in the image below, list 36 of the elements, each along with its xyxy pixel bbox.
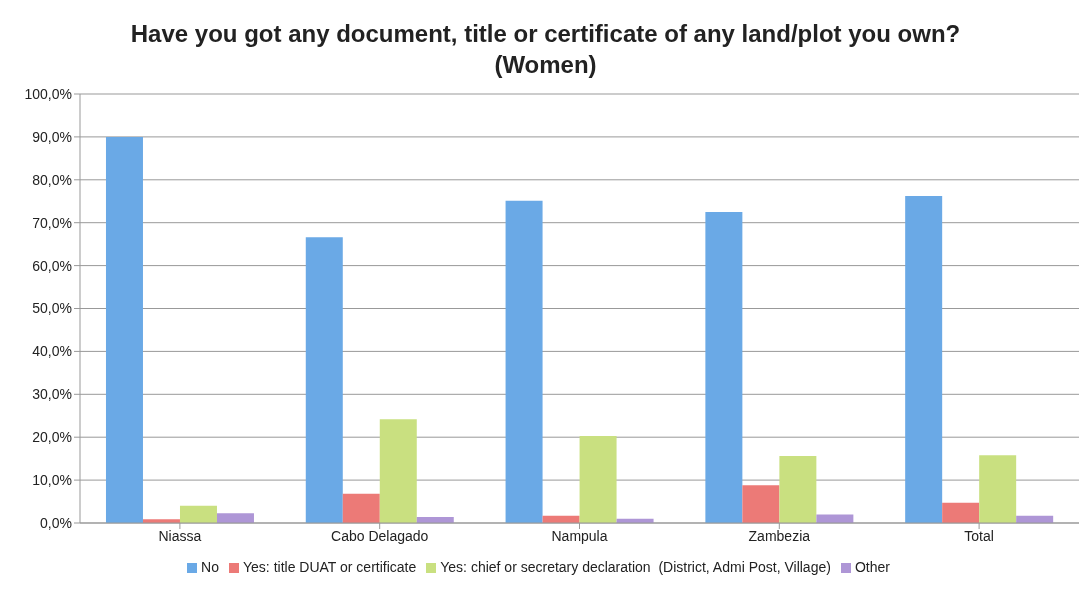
y-tick-label: 20,0%: [32, 429, 72, 446]
y-tick-label: 60,0%: [32, 257, 72, 274]
y-tick-label: 100,0%: [24, 85, 72, 102]
bar: [742, 485, 780, 523]
legend-label: Yes: chief or secretary declaration (District, Admi Post, Village): [440, 559, 831, 575]
x-tick-label: Nampula: [551, 527, 608, 544]
y-tick-label: 0,0%: [40, 514, 72, 531]
y-tick-label: 30,0%: [32, 386, 72, 403]
legend-label: Other: [854, 559, 890, 575]
legend-label: Yes: title DUAT or certificate: [243, 559, 417, 575]
bar: [779, 456, 817, 523]
bar: [179, 505, 217, 523]
y-tick-label: 50,0%: [32, 300, 72, 317]
x-tick-label: Zambezia: [748, 527, 811, 544]
bar: [216, 513, 254, 523]
bar: [979, 455, 1017, 523]
y-tick-label: 90,0%: [32, 128, 72, 145]
y-tick-label: 70,0%: [32, 214, 72, 231]
x-tick-label: Total: [964, 527, 994, 544]
bar: [305, 237, 343, 523]
bar: [105, 136, 143, 523]
bar: [705, 211, 743, 523]
bar: [942, 502, 980, 523]
bar: [579, 435, 617, 523]
x-tick-label: Niassa: [158, 527, 202, 544]
y-tick-label: 40,0%: [32, 343, 72, 360]
bar: [379, 419, 417, 523]
y-tick-label: 80,0%: [32, 171, 72, 188]
bar: [816, 514, 854, 523]
bar: [342, 493, 380, 523]
legend-label: No: [201, 559, 220, 575]
bar: [505, 200, 543, 523]
chart-title: Have you got any document, title or certificate of any land/plot you own? (Women): [129, 19, 962, 80]
bar: [905, 196, 943, 523]
y-tick-label: 10,0%: [32, 472, 72, 489]
x-tick-label: Cabo Delagado: [331, 527, 429, 544]
